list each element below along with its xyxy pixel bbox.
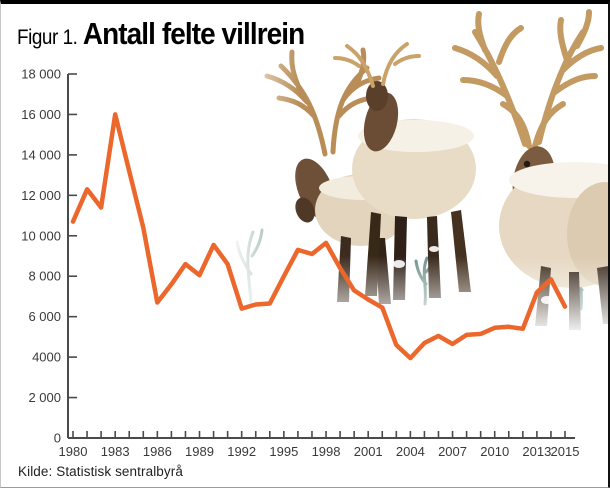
x-tick-label: 1980	[59, 444, 88, 459]
x-tick-label: 2015	[551, 444, 580, 459]
x-tick-label: 2010	[480, 444, 509, 459]
page-title: Antall felte villrein	[82, 16, 305, 51]
x-tick-label: 1986	[143, 444, 172, 459]
y-tick-label: 10 000	[21, 228, 61, 243]
x-tick-label: 2007	[438, 444, 467, 459]
x-tick-label: 1995	[269, 444, 298, 459]
y-tick-label: 0	[54, 431, 61, 446]
y-tick-label: 18 000	[21, 67, 61, 82]
y-tick-label: 2 000	[28, 390, 61, 405]
y-tick-label: 12 000	[21, 188, 61, 203]
x-tick-label: 2004	[396, 444, 425, 459]
y-tick-label: 16 000	[21, 107, 61, 122]
reindeer-scene	[229, 4, 608, 336]
figure-label: Figur 1.	[17, 26, 78, 49]
y-tick-label: 6 000	[28, 309, 61, 324]
x-tick-label: 1983	[101, 444, 130, 459]
x-tick-label: 1992	[227, 444, 256, 459]
series-line	[70, 112, 568, 361]
x-tick-label: 1989	[185, 444, 214, 459]
x-tick-label: 1998	[312, 444, 341, 459]
x-tick-label: 2001	[354, 444, 383, 459]
figure-title-row: Figur 1. Antall felte villrein	[17, 16, 305, 52]
reindeer-photo	[229, 4, 608, 336]
source-credit: Kilde: Statistisk sentralbyrå	[18, 464, 183, 479]
y-tick-label: 14 000	[21, 147, 61, 162]
y-tick-label: 8 000	[28, 269, 61, 284]
x-tick-label: 2013	[522, 444, 551, 459]
y-tick-label: 4000	[32, 350, 61, 365]
